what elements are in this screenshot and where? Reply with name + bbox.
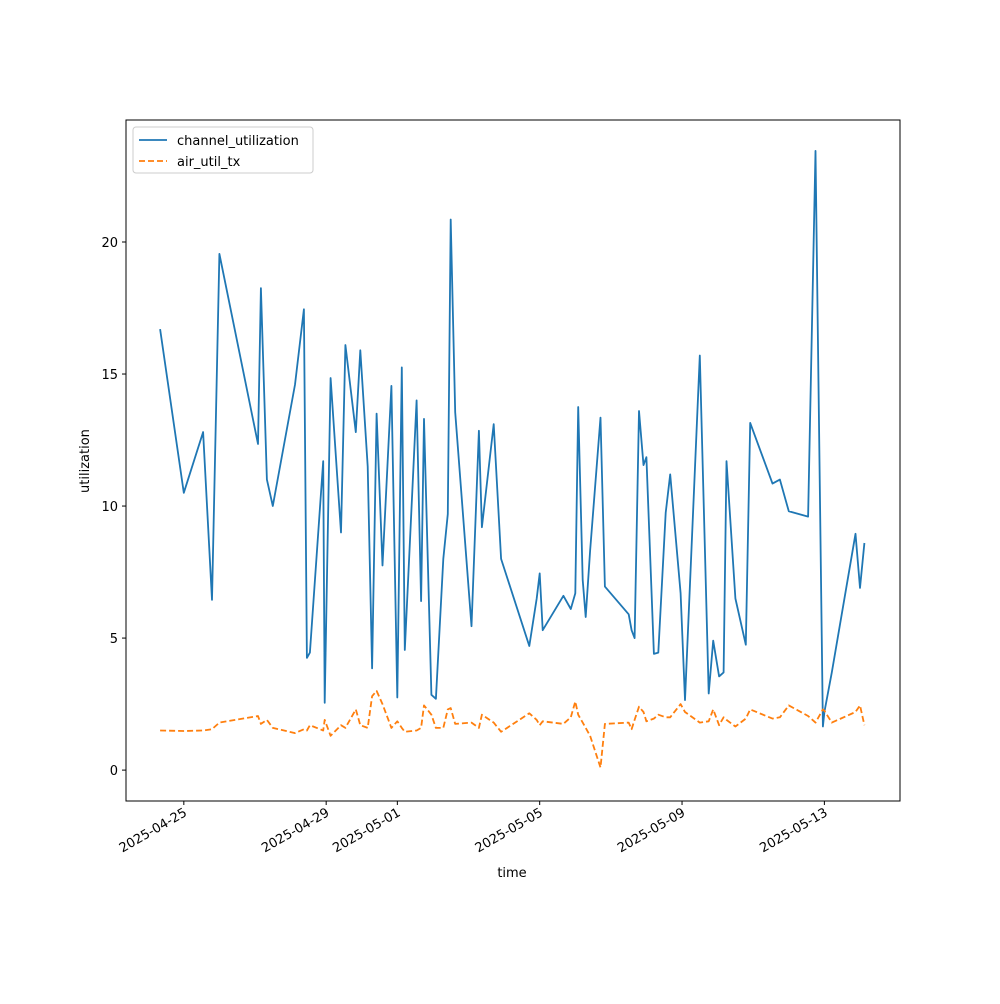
- x-tick-label: 2025-05-05: [473, 805, 546, 856]
- legend-box: [132, 126, 314, 174]
- legend-label: channel_utilization: [177, 134, 299, 149]
- series-line: [159, 150, 866, 728]
- x-tick-label: 2025-05-13: [757, 805, 830, 856]
- x-tick-label: 2025-04-25: [117, 805, 190, 856]
- x-tick-label: 2025-04-29: [259, 805, 332, 856]
- x-tick-label: 2025-05-09: [615, 805, 688, 856]
- x-axis-label: time: [497, 866, 526, 881]
- series-line: [160, 690, 866, 769]
- y-axis-label: utilization: [78, 429, 93, 493]
- x-tick-label: 2025-05-01: [330, 805, 403, 856]
- legend-label: air_util_tx: [177, 155, 241, 170]
- y-tick-label: 5: [110, 632, 118, 647]
- y-tick-label: 10: [101, 500, 118, 515]
- plot-frame: [125, 119, 901, 802]
- y-tick-label: 0: [110, 764, 118, 779]
- y-tick-label: 15: [101, 368, 118, 383]
- y-tick-label: 20: [101, 236, 118, 251]
